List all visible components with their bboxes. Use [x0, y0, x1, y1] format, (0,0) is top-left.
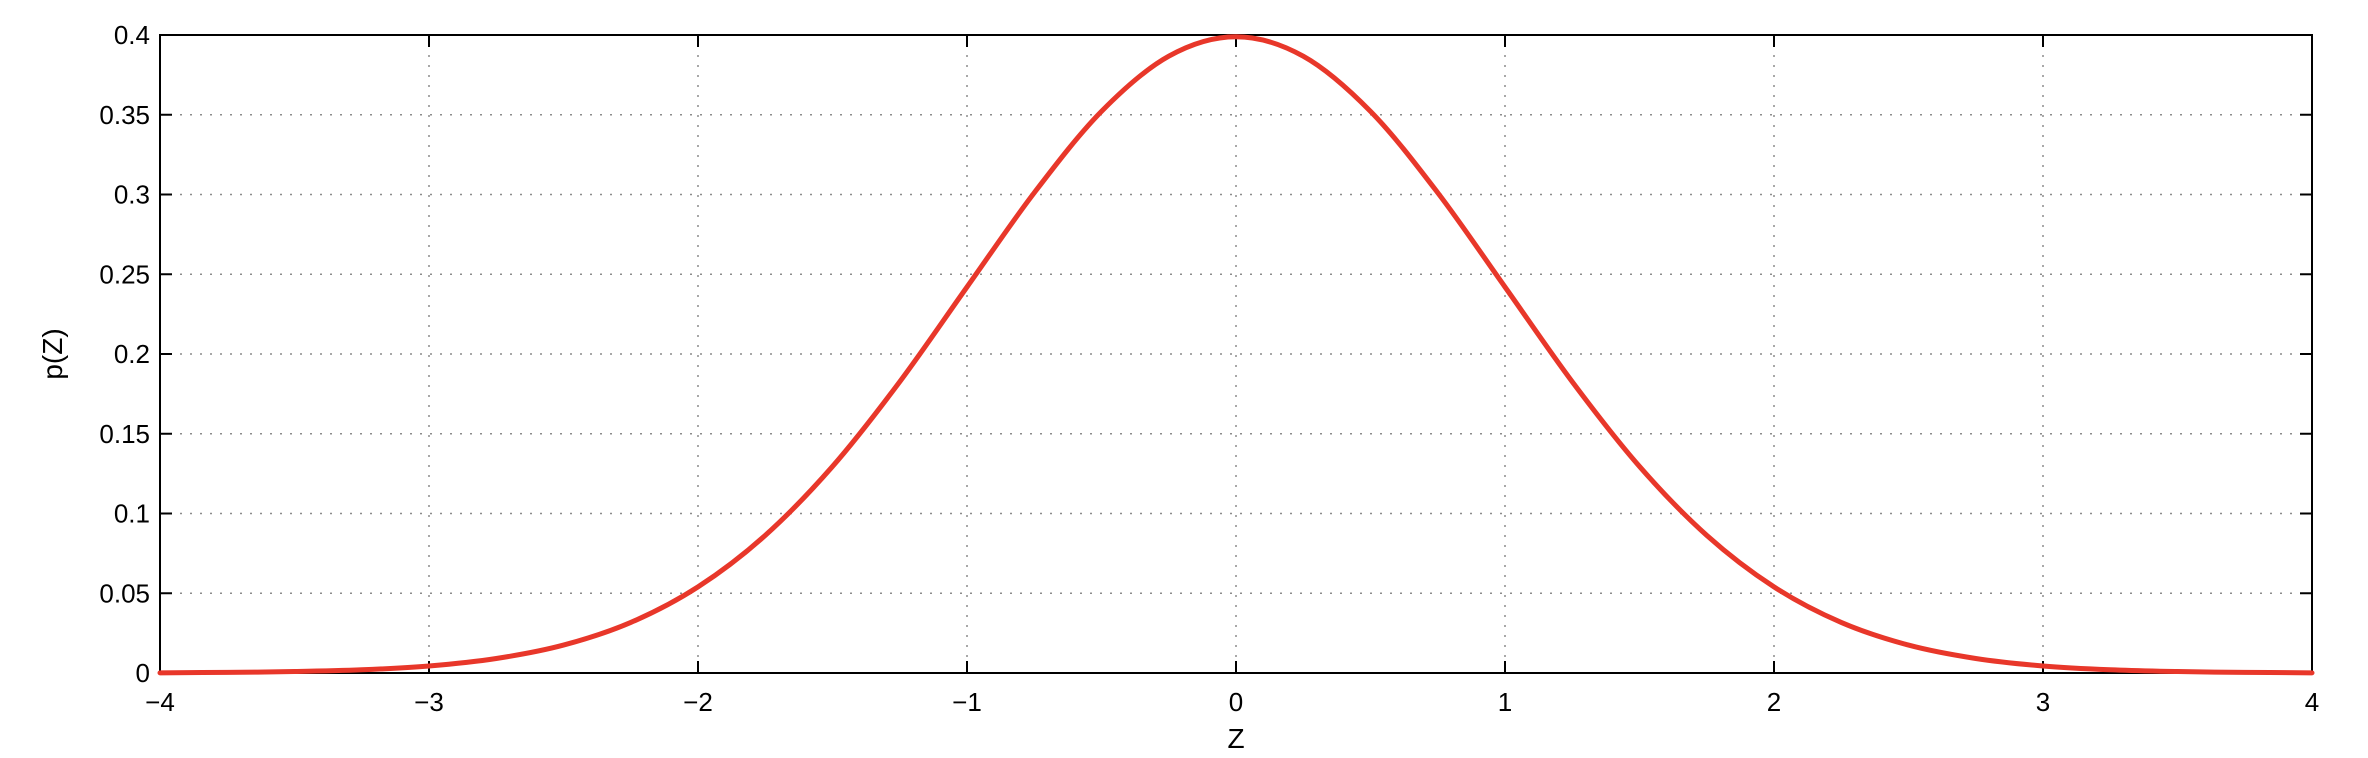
x-tick-label: 1 — [1498, 687, 1512, 717]
y-tick-label: 0.2 — [114, 339, 150, 369]
grid-lines — [160, 35, 2312, 673]
series-line — [157, 34, 2315, 676]
x-tick-label: 0 — [1229, 687, 1243, 717]
x-tick-label: 4 — [2305, 687, 2319, 717]
y-tick-label: 0.35 — [99, 100, 150, 130]
y-tick-labels: 0 0.05 0.1 0.15 0.2 0.25 0.3 0.35 0.4 — [99, 20, 150, 688]
y-tick-label: 0.25 — [99, 259, 150, 289]
plot-area-frame — [159, 34, 2313, 674]
axis-ticks — [159, 34, 2313, 674]
x-tick-labels: −4 −3 −2 −1 0 1 2 3 4 — [145, 687, 2319, 717]
x-tick-label: −1 — [952, 687, 982, 717]
y-tick-label: 0.3 — [114, 180, 150, 210]
x-axis-label: Z — [1227, 723, 1244, 754]
x-tick-label: 3 — [2036, 687, 2050, 717]
x-tick-label: −2 — [683, 687, 713, 717]
y-tick-label: 0.4 — [114, 20, 150, 50]
y-tick-label: 0.15 — [99, 419, 150, 449]
x-tick-label: −4 — [145, 687, 175, 717]
series-layer — [157, 34, 2315, 676]
y-tick-label: 0.1 — [114, 499, 150, 529]
y-axis-label: p(Z) — [37, 328, 68, 379]
y-tick-label: 0 — [136, 658, 150, 688]
y-tick-label: 0.05 — [99, 578, 150, 608]
x-tick-label: −3 — [414, 687, 444, 717]
x-tick-label: 2 — [1767, 687, 1781, 717]
